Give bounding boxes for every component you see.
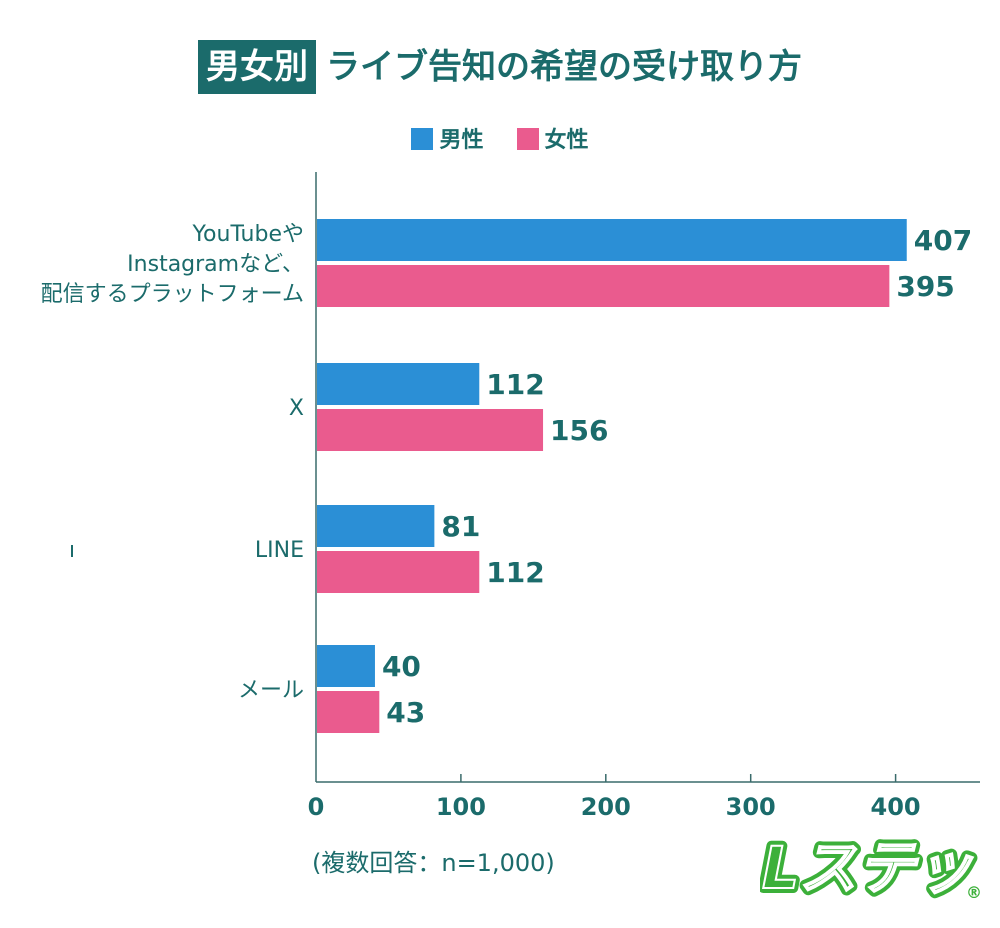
- bar-male: [317, 505, 435, 547]
- legend-label-female: 女性: [544, 128, 589, 153]
- legend-swatch-male: [411, 128, 434, 150]
- bar-female: [317, 691, 380, 733]
- chart-title: 男女別 ライブ告知の希望の受け取り方: [0, 40, 1000, 94]
- data-label: 156: [550, 414, 608, 447]
- category-label: LINE: [255, 538, 304, 563]
- legend-item-female: 女性: [516, 122, 589, 154]
- bar-male: [317, 363, 480, 405]
- x-tick-label: 200: [581, 793, 631, 821]
- category-label: メール: [238, 678, 304, 703]
- bar-male: [317, 645, 375, 687]
- decorative-tick: [71, 545, 73, 557]
- data-label: 112: [486, 368, 544, 401]
- bar-female: [317, 409, 544, 451]
- x-tick-label: 0: [308, 793, 325, 821]
- category-label: Instagramなど、: [127, 252, 304, 277]
- x-tick-label: 300: [726, 793, 776, 821]
- logo-text: Lステップ: [762, 834, 980, 902]
- data-label: 112: [486, 556, 544, 589]
- title-badge: 男女別: [198, 40, 316, 94]
- legend-label-male: 男性: [439, 128, 484, 153]
- legend-swatch-female: [516, 128, 539, 150]
- category-label: 配信するプラットフォーム: [41, 282, 304, 307]
- data-label: 395: [896, 270, 954, 303]
- logo-registered: ®: [966, 883, 980, 902]
- category-label: X: [289, 396, 304, 421]
- x-tick-label: 100: [436, 793, 486, 821]
- title-text: ライブ告知の希望の受け取り方: [326, 47, 802, 87]
- sample-note: (複数回答：n=1,000): [312, 849, 555, 877]
- bar-female: [317, 551, 480, 593]
- logo-outline: Lステップ: [762, 834, 980, 902]
- bar-male: [317, 219, 907, 261]
- legend-item-male: 男性: [411, 122, 483, 154]
- lstep-logo: Lステップ Lステップ ®: [760, 829, 980, 906]
- data-label: 81: [441, 510, 480, 543]
- x-tick-label: 400: [871, 793, 921, 821]
- data-label: 40: [382, 650, 421, 683]
- data-label: 407: [914, 224, 972, 257]
- bar-female: [317, 265, 890, 307]
- category-label: YouTubeや: [192, 222, 304, 247]
- data-label: 43: [386, 696, 425, 729]
- legend: 男性 女性: [0, 122, 1000, 154]
